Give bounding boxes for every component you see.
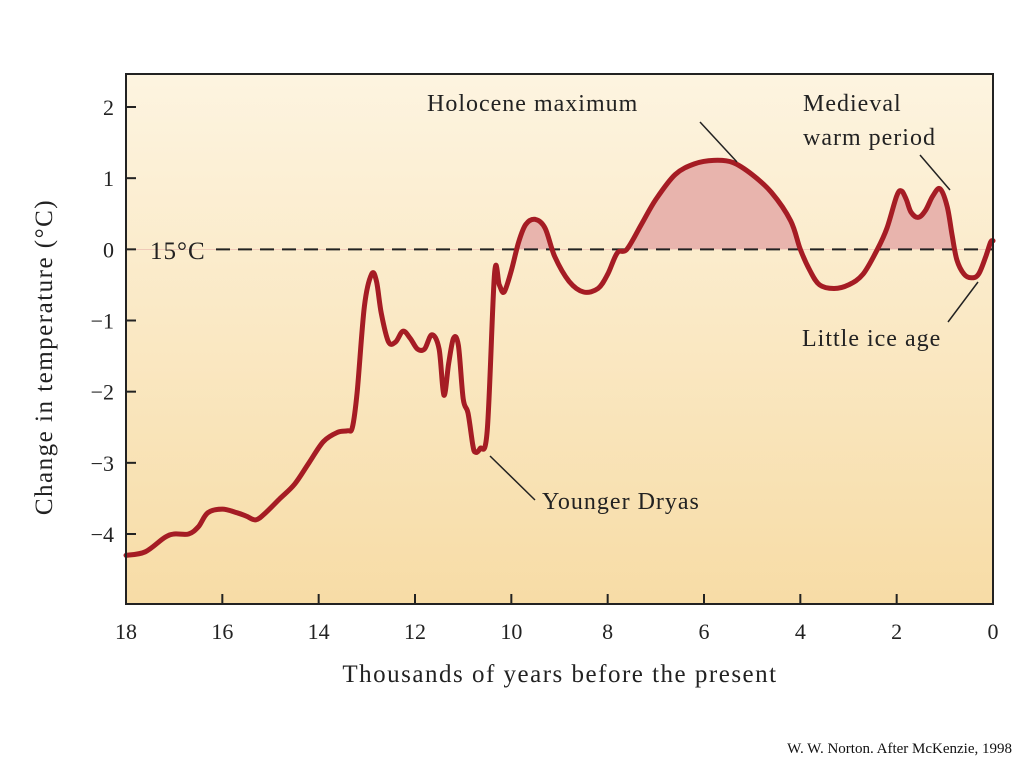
plot-frame: [125, 73, 994, 605]
x-axis-title: Thousands of years before the present: [342, 661, 777, 688]
plot-area: [126, 74, 993, 604]
y-tick-label: −4: [91, 522, 114, 547]
x-tick-label: 12: [404, 619, 426, 644]
x-tick-label: 2: [891, 619, 902, 644]
annotation-little-ice-age: Little ice age: [802, 326, 941, 352]
y-tick-label: −3: [91, 451, 114, 476]
annotation-holocene-leader: [699, 121, 738, 163]
x-axis: 18 16 14 12 10 8 6 4 2 0: [115, 594, 999, 644]
x-tick-label: 6: [699, 619, 710, 644]
y-tick-label: 1: [103, 166, 114, 191]
annotation-holocene-maximum: Holocene maximum: [427, 91, 638, 117]
reference-line-label: 15°C: [150, 238, 206, 265]
annotation-medieval-leader: [919, 154, 951, 191]
x-tick-label: 18: [115, 619, 137, 644]
y-tick-label: 2: [103, 95, 114, 120]
x-tick-label: 4: [795, 619, 806, 644]
temperature-series-line: [123, 157, 996, 558]
annotation-younger-dryas: Younger Dryas: [542, 489, 700, 515]
x-tick-label: 14: [308, 619, 330, 644]
annotation-little-ice-age-leader: [947, 281, 979, 323]
y-tick-label: 0: [103, 237, 114, 262]
y-axis-title: Change in temperature (°C): [31, 199, 58, 515]
warm-period-fill: [126, 160, 993, 250]
y-axis: 2 1 0 −1 −2 −3 −4: [91, 95, 136, 547]
y-tick-label: −1: [91, 309, 114, 334]
source-credit: W. W. Norton. After McKenzie, 1998: [787, 741, 1012, 757]
annotation-younger-dryas-leader: [489, 455, 536, 501]
x-tick-label: 10: [500, 619, 522, 644]
x-tick-label: 0: [988, 619, 999, 644]
x-tick-label: 16: [211, 619, 233, 644]
y-tick-label: −2: [91, 380, 114, 405]
x-tick-label: 8: [602, 619, 613, 644]
annotation-medieval-line1: Medieval: [803, 91, 902, 117]
annotation-medieval-line2: warm period: [803, 125, 936, 151]
